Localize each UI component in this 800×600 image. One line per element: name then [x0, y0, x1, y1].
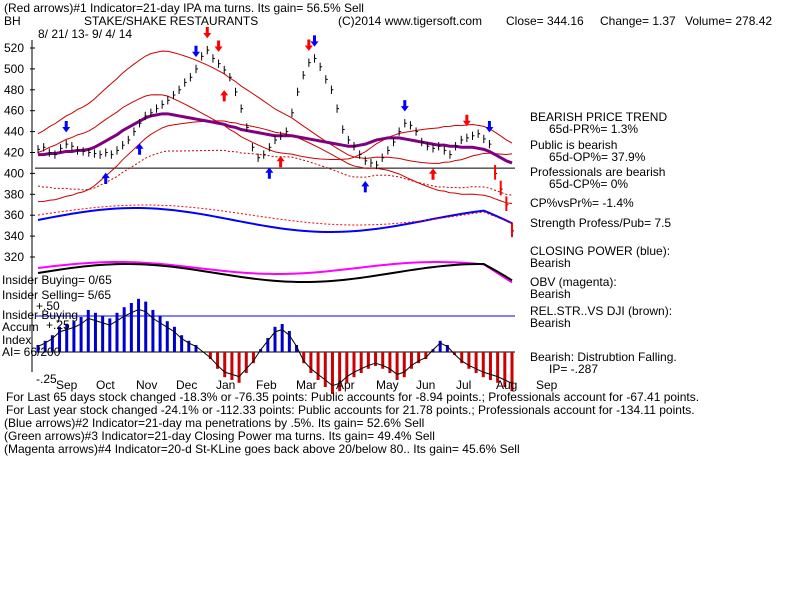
insider-buying-count: Insider Buying= 0/65	[2, 273, 112, 287]
month-label: May	[376, 378, 399, 392]
month-label: Aug	[496, 378, 517, 392]
obv-value: Bearish	[530, 287, 571, 301]
relstr-line	[37, 263, 513, 283]
footer-last-year: For Last year stock changed -24.1% or -1…	[6, 403, 695, 417]
y-tick-label: 520	[4, 41, 24, 55]
month-label: Feb	[256, 378, 277, 392]
relstr-label: REL.STR..VS DJI (brown):	[530, 304, 673, 318]
signal-arrow	[304, 39, 313, 51]
indicator-1-text: (Red arrows)#1 Indicator=21-day IPA ma t…	[4, 1, 364, 15]
insider-selling-count: Insider Selling= 5/65	[2, 288, 112, 302]
signal-arrow	[361, 181, 370, 193]
y-tick-label: 340	[4, 229, 24, 243]
signal-arrow	[203, 26, 212, 39]
signal-arrow	[101, 172, 110, 184]
month-label: Jan	[216, 378, 235, 392]
distribution-text: Bearish: Distrubtion Falling.	[530, 350, 677, 364]
accum-minus25: -.25	[36, 372, 57, 386]
bearish-price-trend: BEARISH PRICE TREND	[530, 110, 668, 124]
signal-arrow	[429, 168, 437, 180]
op-65d: 65d-OP%= 37.9%	[549, 150, 646, 164]
closing-power-value: Bearish	[530, 256, 571, 270]
public-bearish: Public is bearish	[530, 138, 618, 152]
signal-arrow	[214, 40, 223, 52]
month-label: Apr	[336, 378, 355, 392]
signal-arrows	[62, 26, 494, 193]
footer-green-arrows: (Green arrows)#3 Indicator=21-day Closin…	[4, 429, 435, 443]
signal-arrow	[276, 155, 285, 168]
lower-band	[37, 120, 513, 205]
y-tick-label: 320	[4, 250, 24, 264]
obv-label: OBV (magenta):	[530, 275, 617, 289]
pr-65d: 65d-PR%= 1.3%	[549, 122, 639, 136]
y-tick-label: 360	[4, 208, 24, 222]
accum-label: Accum	[2, 320, 39, 334]
signal-arrow	[62, 121, 71, 133]
signal-arrow	[310, 35, 319, 47]
cp-vs-pr: CP%vsPr%= -1.4%	[530, 196, 634, 210]
y-tick-labels: 520 500 480 460 440 420 400 380 360 340 320	[4, 41, 35, 264]
ai-value: AI= 66/200	[2, 345, 61, 359]
footer-blue-arrows: (Blue arrows)#2 Indicator=21-day ma pene…	[4, 416, 425, 430]
closing-power-label: CLOSING POWER (blue):	[530, 244, 671, 258]
change-value: Change= 1.37	[600, 14, 676, 28]
company-name: STAKE/SHAKE RESTAURANTS	[84, 14, 259, 28]
month-label: Oct	[96, 378, 115, 392]
y-tick-label: 400	[4, 166, 24, 180]
y-tick-label: 460	[4, 104, 24, 118]
accum-plus50: +.50	[36, 299, 60, 313]
y-tick-label: 420	[4, 146, 24, 160]
signal-arrow	[400, 100, 409, 112]
month-label: Dec	[176, 378, 197, 392]
y-tick-label: 480	[4, 83, 24, 97]
accum-index-ma	[37, 308, 513, 387]
bollinger-bands	[37, 50, 513, 205]
footer-magenta-arrows: (Magenta arrows)#4 Indicator=20-d St-KLi…	[4, 442, 520, 456]
month-label: Sep	[536, 378, 558, 392]
inner-upper-band	[37, 94, 513, 160]
signal-arrow	[265, 167, 274, 179]
price-bars	[37, 45, 514, 238]
relstr-value: Bearish	[530, 316, 571, 330]
volume-value: Volume= 278.42	[685, 14, 773, 28]
close-value: Close= 344.16	[506, 14, 584, 28]
month-labels: Sep Oct Nov Dec Jan Feb Mar Apr May Jun Jul Aug Sep	[56, 378, 558, 392]
strength-profess-pub: Strength Profess/Pub= 7.5	[530, 216, 672, 230]
ip-value: IP= -.287	[549, 362, 599, 376]
y-tick-label: 440	[4, 125, 24, 139]
month-label: Sep	[56, 378, 78, 392]
y-tick-label: 380	[4, 187, 24, 201]
month-label: Jun	[416, 378, 435, 392]
y-tick-label: 500	[4, 62, 24, 76]
insider-buying-label: Insider Buying	[2, 308, 79, 322]
copyright: (C)2014 www.tigersoft.com	[338, 14, 483, 28]
closing-power-ma	[37, 204, 513, 226]
obv-line	[37, 261, 513, 284]
signal-arrow	[485, 121, 494, 133]
month-label: Jul	[456, 378, 471, 392]
closing-power-line	[37, 207, 513, 233]
month-label: Nov	[136, 378, 157, 392]
upper-band	[37, 50, 513, 164]
accum-plus25: +.25	[46, 318, 70, 332]
index-label: Index	[2, 333, 32, 347]
date-range: 8/ 21/ 13- 9/ 4/ 14	[38, 27, 133, 41]
ticker: BH	[4, 14, 21, 28]
signal-arrow	[462, 114, 471, 127]
month-label: Mar	[296, 378, 317, 392]
professionals-bearish: Professionals are bearish	[530, 165, 666, 179]
signal-arrow	[220, 90, 229, 102]
signal-arrow	[135, 143, 144, 155]
signal-arrow	[192, 45, 200, 58]
cp-65d: 65d-CP%= 0%	[549, 177, 629, 191]
footer-65-days: For Last 65 days stock changed -18.3% or…	[6, 390, 700, 404]
